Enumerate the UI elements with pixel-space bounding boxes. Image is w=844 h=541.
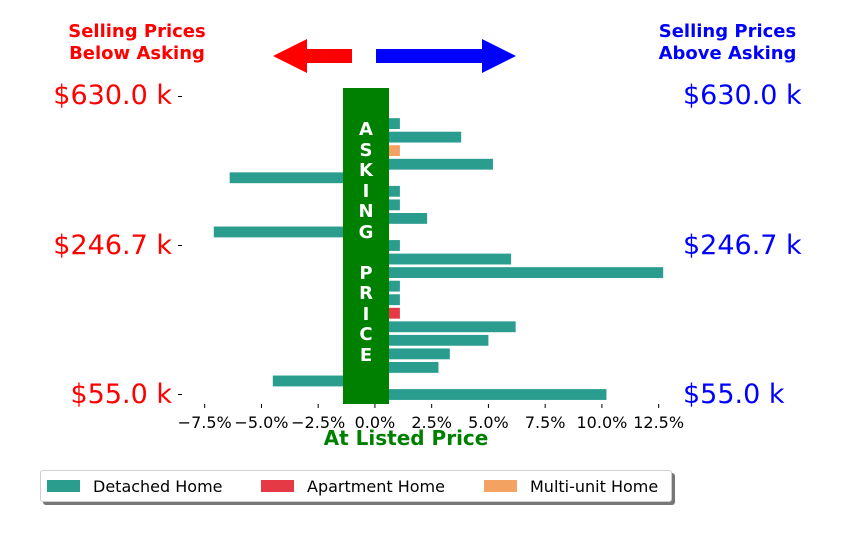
arrow-right-icon <box>376 39 516 73</box>
arrow-left-icon <box>273 39 352 73</box>
bar-4 <box>374 334 489 346</box>
x-tick-label-7: 10.0% <box>576 413 628 432</box>
price-label-right-2: $630.0 k <box>683 80 802 112</box>
x-axis-label: At Listed Price <box>323 426 489 450</box>
price-label-left-2: $630.0 k <box>53 80 172 112</box>
x-tick-label-5: 5.0% <box>468 413 509 432</box>
legend-swatch-2 <box>484 480 517 492</box>
bar-10 <box>374 253 512 265</box>
bar-5 <box>374 321 516 333</box>
legend: Detached Home Apartment Home Multi-unit Ho… <box>40 470 672 502</box>
legend-swatch-1 <box>261 480 294 492</box>
x-tick-label-2: −2.5% <box>291 413 346 432</box>
x-tick-label-6: 7.5% <box>524 413 566 432</box>
price-label-right-1: $246.7 k <box>683 229 802 261</box>
price-label-left-1: $246.7 k <box>53 229 172 261</box>
x-tick-label-3: 0.0% <box>354 413 396 432</box>
y-tick-marks <box>178 95 182 396</box>
bar-13 <box>374 212 428 224</box>
legend-label-1: Apartment Home <box>307 476 445 496</box>
bar-16 <box>229 172 375 184</box>
x-tick-marks <box>204 404 660 408</box>
bars-group <box>213 118 664 400</box>
legend-item-0: Detached Home <box>47 477 223 496</box>
bar-9 <box>374 267 664 279</box>
legend-item-1: Apartment Home <box>261 477 445 496</box>
bar-3 <box>374 348 450 360</box>
header-above-asking: Selling Prices Above Asking <box>658 21 797 64</box>
header-below-asking: Selling Prices Below Asking <box>68 21 206 64</box>
bar-12 <box>213 226 375 238</box>
x-tick-label-0: −7.5% <box>177 413 232 432</box>
asking-price-band <box>343 88 389 404</box>
price-label-left-0: $55.0 k <box>70 378 172 410</box>
x-tick-label-4: 2.5% <box>411 413 452 432</box>
asking-price-label: A S K I N G P R I C E <box>358 119 374 366</box>
legend-item-2: Multi-unit Home <box>484 477 658 496</box>
bar-19 <box>374 131 462 143</box>
legend-label-2: Multi-unit Home <box>530 476 659 496</box>
bar-17 <box>374 158 493 170</box>
legend-label-0: Detached Home <box>93 476 223 496</box>
bar-1 <box>272 375 375 387</box>
legend-swatch-0 <box>47 480 80 492</box>
x-tick-label-1: −5.0% <box>234 413 289 432</box>
x-tick-label-8: 12.5% <box>633 413 685 432</box>
bar-2 <box>374 362 439 373</box>
price-label-right-0: $55.0 k <box>683 378 785 410</box>
bar-0 <box>374 389 607 400</box>
